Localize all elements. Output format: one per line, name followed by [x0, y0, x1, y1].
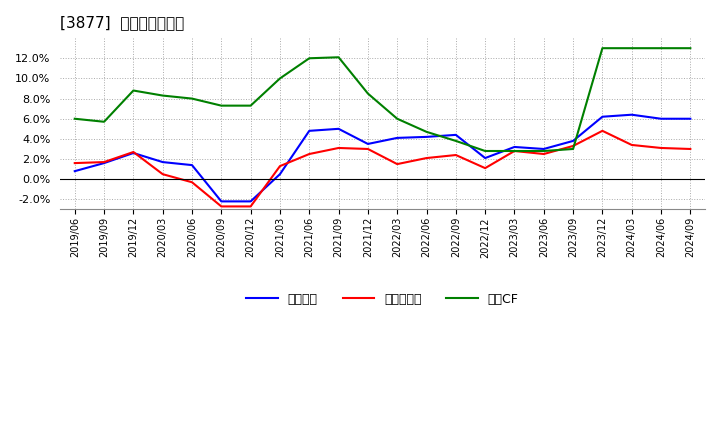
営業CF	[100, 119, 109, 125]
Line: 当期純利益: 当期純利益	[75, 131, 690, 206]
経常利益	[598, 114, 607, 119]
経常利益	[657, 116, 665, 121]
当期純利益	[334, 145, 343, 150]
営業CF	[657, 46, 665, 51]
経常利益	[71, 169, 79, 174]
経常利益	[451, 132, 460, 138]
経常利益	[246, 199, 255, 204]
営業CF	[627, 46, 636, 51]
当期純利益	[71, 161, 79, 166]
営業CF	[481, 148, 490, 154]
営業CF	[188, 96, 197, 101]
営業CF	[364, 91, 372, 96]
営業CF	[598, 46, 607, 51]
営業CF	[422, 129, 431, 135]
当期純利益	[539, 151, 548, 157]
当期純利益	[305, 151, 314, 157]
経常利益	[422, 134, 431, 139]
営業CF	[569, 147, 577, 152]
当期純利益	[393, 161, 402, 167]
経常利益	[217, 199, 225, 204]
経常利益	[569, 138, 577, 143]
営業CF	[129, 88, 138, 93]
営業CF	[71, 116, 79, 121]
経常利益	[276, 172, 284, 177]
経常利益	[158, 159, 167, 165]
経常利益	[627, 112, 636, 117]
経常利益	[188, 162, 197, 168]
当期純利益	[422, 155, 431, 161]
Line: 経常利益: 経常利益	[75, 115, 690, 202]
当期純利益	[598, 128, 607, 133]
営業CF	[246, 103, 255, 108]
営業CF	[305, 55, 314, 61]
経常利益	[100, 161, 109, 166]
経常利益	[305, 128, 314, 133]
営業CF	[686, 46, 695, 51]
当期純利益	[569, 143, 577, 149]
Text: [3877]  マージンの推移: [3877] マージンの推移	[60, 15, 184, 30]
経常利益	[364, 141, 372, 147]
当期純利益	[510, 148, 519, 154]
経常利益	[539, 147, 548, 152]
営業CF	[393, 116, 402, 121]
営業CF	[539, 148, 548, 154]
Legend: 経常利益, 当期純利益, 営業CF: 経常利益, 当期純利益, 営業CF	[241, 288, 523, 311]
経常利益	[686, 116, 695, 121]
当期純利益	[627, 142, 636, 147]
営業CF	[451, 138, 460, 143]
当期純利益	[188, 180, 197, 185]
当期純利益	[158, 172, 167, 177]
当期純利益	[276, 164, 284, 169]
経常利益	[334, 126, 343, 132]
営業CF	[158, 93, 167, 98]
当期純利益	[246, 204, 255, 209]
営業CF	[276, 76, 284, 81]
当期純利益	[686, 147, 695, 152]
営業CF	[334, 55, 343, 60]
営業CF	[217, 103, 225, 108]
当期純利益	[129, 149, 138, 154]
経常利益	[481, 155, 490, 161]
営業CF	[510, 148, 519, 154]
当期純利益	[451, 152, 460, 158]
経常利益	[510, 144, 519, 150]
Line: 営業CF: 営業CF	[75, 48, 690, 151]
経常利益	[393, 135, 402, 140]
当期純利益	[364, 147, 372, 152]
当期純利益	[481, 165, 490, 171]
当期純利益	[100, 159, 109, 165]
当期純利益	[657, 145, 665, 150]
経常利益	[129, 150, 138, 156]
当期純利益	[217, 204, 225, 209]
